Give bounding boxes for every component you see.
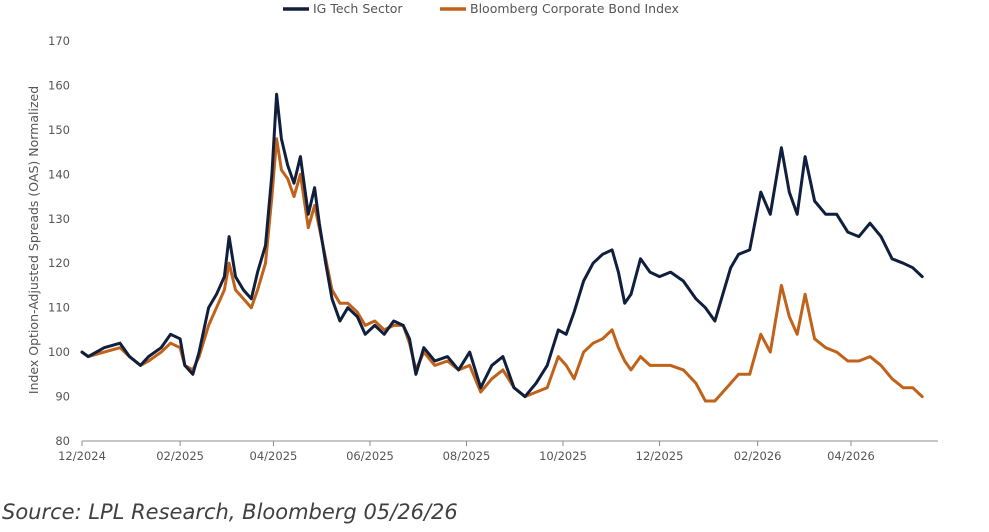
y-tick-label: 120 (48, 256, 70, 270)
y-axis-label: Index Option-Adjusted Spreads (OAS) Norm… (26, 86, 41, 394)
x-tick-label: 12/2025 (636, 449, 684, 463)
y-tick-label: 130 (48, 212, 70, 226)
y-tick-label: 110 (48, 301, 70, 315)
x-tick-label: 04/2025 (250, 449, 298, 463)
x-tick-label: 04/2026 (827, 449, 875, 463)
x-tick-label: 02/2025 (156, 449, 204, 463)
x-tick-label: 08/2025 (443, 449, 491, 463)
y-tick-label: 80 (55, 434, 70, 448)
y-axis: 80 90 100 110 120 130 140 150 160 170 (48, 34, 70, 448)
y-tick-label: 150 (48, 123, 70, 137)
y-tick-label: 100 (48, 345, 70, 359)
plot-area (80, 92, 924, 403)
series-line-bloomberg-corporate-bond-index (80, 137, 924, 403)
y-tick-label: 160 (48, 78, 70, 92)
chart-legend: IG Tech Sector Bloomberg Corporate Bond I… (283, 1, 679, 16)
y-tick-label: 170 (48, 34, 70, 48)
y-tick-label: 90 (55, 390, 70, 404)
series-line-ig-tech-sector (80, 92, 924, 399)
legend-label: Bloomberg Corporate Bond Index (470, 1, 679, 16)
x-tick-label: 02/2026 (734, 449, 782, 463)
x-tick-label: 06/2025 (346, 449, 394, 463)
y-tick-label: 140 (48, 167, 70, 181)
x-tick-label: 10/2025 (539, 449, 587, 463)
line-chart: IG Tech Sector Bloomberg Corporate Bond I… (26, 1, 938, 463)
x-axis: 12/2024 02/2025 04/2025 06/2025 08/2025 10/20… (58, 440, 938, 463)
legend-label: IG Tech Sector (313, 1, 403, 16)
source-note: Source: LPL Research, Bloomberg 05/26/26 (2, 500, 458, 524)
x-tick-label: 12/2024 (58, 449, 106, 463)
